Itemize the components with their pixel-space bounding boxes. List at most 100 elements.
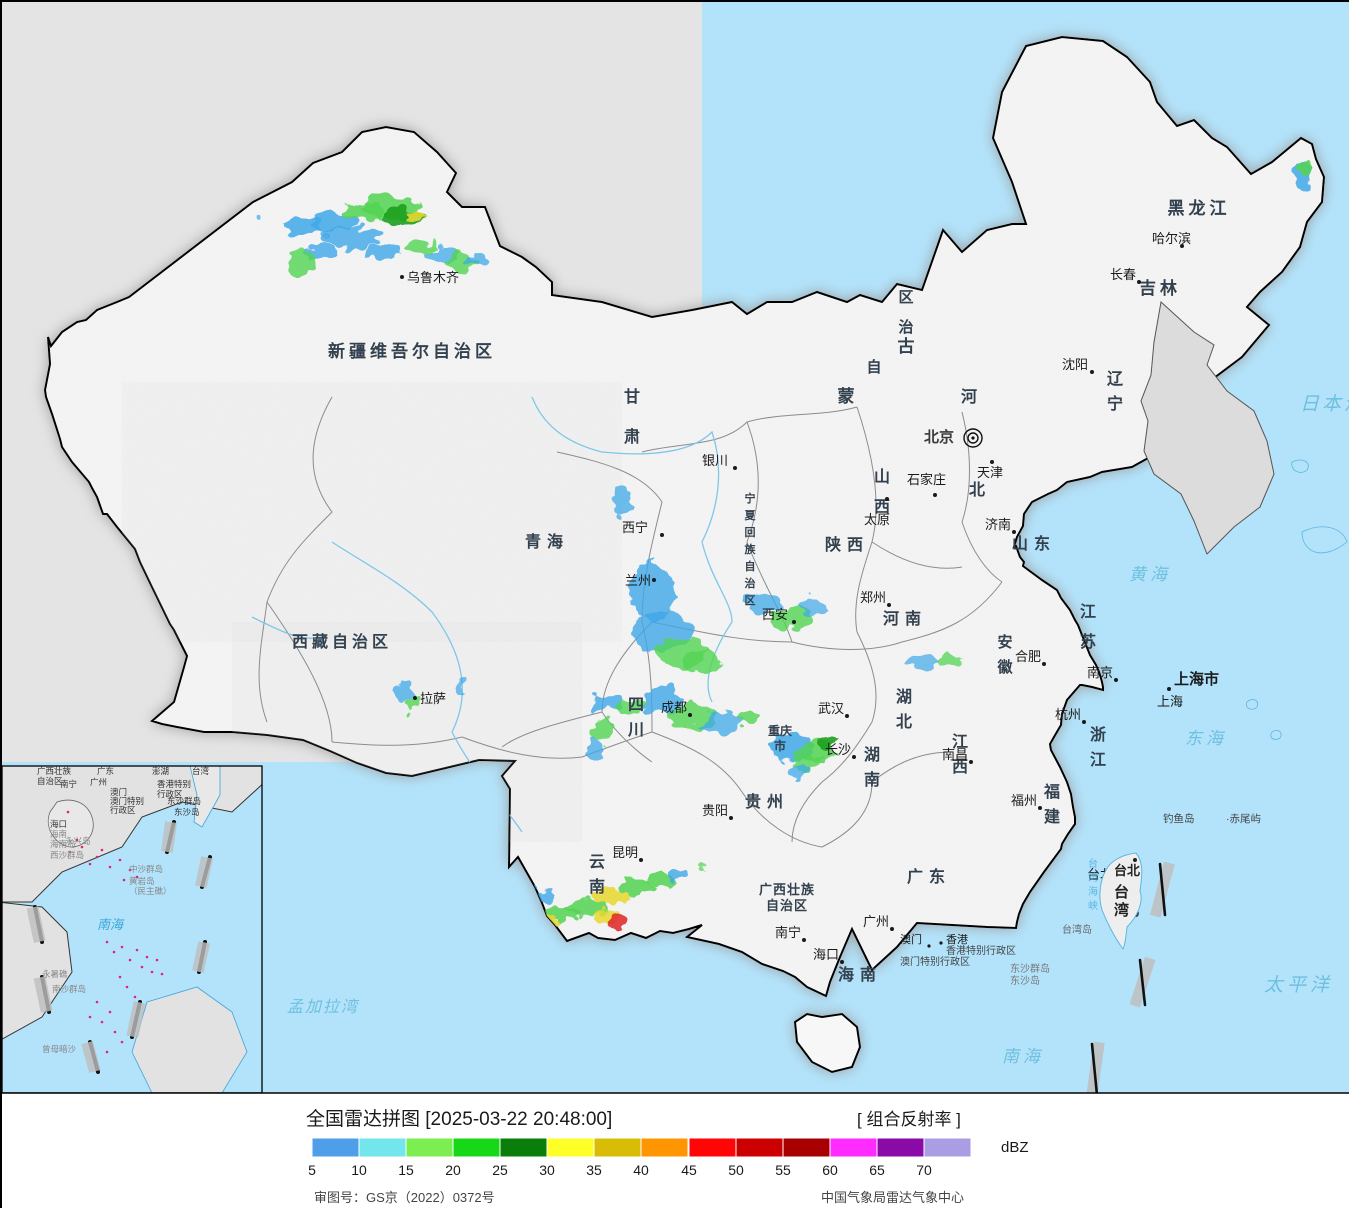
svg-text:重庆: 重庆 [768, 723, 792, 738]
svg-text:江: 江 [1080, 603, 1096, 621]
svg-text:永暑礁: 永暑礁 [42, 969, 68, 979]
svg-text:黑龙江: 黑龙江 [1168, 198, 1231, 218]
svg-text:宁: 宁 [1107, 394, 1123, 413]
svg-text:（民主礁）: （民主礁） [129, 886, 172, 896]
svg-text:黄海: 黄海 [1129, 565, 1171, 584]
svg-text:成都: 成都 [661, 700, 687, 715]
svg-text:广州: 广州 [863, 914, 889, 929]
svg-text:合肥: 合肥 [1015, 649, 1041, 664]
svg-text:广西壮族: 广西壮族 [759, 882, 815, 897]
svg-text:北: 北 [896, 713, 912, 731]
svg-text:夏: 夏 [745, 509, 757, 522]
svg-text:新疆维吾尔自治区: 新疆维吾尔自治区 [328, 341, 496, 361]
svg-text:dBZ: dBZ [1001, 1139, 1029, 1156]
svg-text:湾: 湾 [1088, 871, 1098, 884]
svg-text:峡: 峡 [1088, 899, 1098, 912]
svg-text:治: 治 [745, 576, 756, 590]
svg-text:武汉: 武汉 [818, 701, 844, 716]
svg-text:行政区: 行政区 [110, 805, 136, 815]
svg-text:45: 45 [681, 1162, 697, 1178]
svg-text:中国气象局雷达气象中心: 中国气象局雷达气象中心 [821, 1190, 964, 1205]
svg-text:黄岩岛: 黄岩岛 [129, 876, 155, 886]
svg-text:香港特别: 香港特别 [157, 779, 191, 789]
svg-text:苏: 苏 [1080, 632, 1096, 651]
svg-text:兰州: 兰州 [625, 573, 651, 588]
svg-text:日本海: 日本海 [1300, 394, 1349, 415]
svg-text:西藏自治区: 西藏自治区 [292, 632, 392, 651]
svg-text:上海市: 上海市 [1174, 670, 1219, 688]
svg-text:10: 10 [351, 1162, 367, 1178]
svg-text:台湾岛: 台湾岛 [1062, 923, 1092, 936]
svg-text:60: 60 [822, 1162, 838, 1178]
svg-text:市: 市 [774, 738, 786, 753]
svg-text:自: 自 [866, 358, 883, 376]
svg-text:川: 川 [627, 722, 644, 739]
svg-text:东沙群岛: 东沙群岛 [167, 796, 201, 806]
svg-text:江: 江 [1090, 751, 1106, 769]
svg-text:广东: 广东 [907, 867, 951, 886]
svg-text:海: 海 [1088, 885, 1098, 898]
svg-text:长沙: 长沙 [825, 742, 851, 757]
svg-text:孟加拉湾: 孟加拉湾 [287, 998, 360, 1016]
svg-text:西安: 西安 [762, 607, 788, 622]
svg-text:南沙群岛: 南沙群岛 [52, 984, 86, 994]
svg-text:东沙群岛: 东沙群岛 [1010, 962, 1050, 975]
svg-text:天津: 天津 [977, 465, 1003, 480]
svg-text:河: 河 [961, 387, 977, 406]
svg-text:钓鱼岛: 钓鱼岛 [1163, 812, 1195, 825]
svg-text:·赤尾屿: ·赤尾屿 [1226, 813, 1261, 825]
svg-text:徽: 徽 [996, 658, 1013, 676]
svg-text:浙: 浙 [1090, 725, 1106, 744]
svg-text:香港: 香港 [946, 933, 968, 946]
svg-text:曾母暗沙: 曾母暗沙 [42, 1044, 77, 1054]
svg-text:25: 25 [492, 1162, 508, 1178]
svg-text:东海: 东海 [1185, 729, 1227, 748]
svg-text:昆明: 昆明 [612, 845, 638, 860]
svg-text:南: 南 [864, 770, 880, 789]
svg-text:自治区: 自治区 [766, 898, 808, 913]
svg-text:15: 15 [398, 1162, 414, 1178]
svg-text:太原: 太原 [864, 512, 890, 527]
svg-text:区: 区 [745, 594, 756, 607]
svg-text:安: 安 [997, 633, 1012, 651]
svg-text:35: 35 [586, 1162, 602, 1178]
svg-text:郑州: 郑州 [860, 590, 886, 605]
svg-text:南京: 南京 [1087, 665, 1113, 680]
svg-text:40: 40 [633, 1162, 649, 1178]
svg-text:北: 北 [969, 481, 985, 499]
svg-text:西沙群岛: 西沙群岛 [50, 850, 84, 860]
svg-text:宁: 宁 [745, 491, 756, 505]
svg-text:永兴岛: 永兴岛 [65, 836, 91, 846]
svg-text:台: 台 [1114, 883, 1129, 901]
svg-text:西宁: 西宁 [622, 520, 648, 535]
svg-text:20: 20 [445, 1162, 461, 1178]
svg-text:北京: 北京 [924, 428, 954, 446]
svg-text:澳门特别行政区: 澳门特别行政区 [900, 955, 970, 968]
svg-text:石家庄: 石家庄 [907, 472, 946, 487]
svg-text:陕西: 陕西 [825, 535, 869, 554]
svg-text:30: 30 [539, 1162, 555, 1178]
svg-text:65: 65 [869, 1162, 885, 1178]
svg-text:南宁: 南宁 [775, 925, 801, 940]
svg-text:辽: 辽 [1107, 370, 1124, 388]
svg-text:全国雷达拼图 [2025-03-22 20:48:00]: 全国雷达拼图 [2025-03-22 20:48:00] [306, 1108, 612, 1130]
svg-text:审图号：GS京（2022）0372号: 审图号：GS京（2022）0372号 [314, 1190, 495, 1205]
svg-text:四: 四 [628, 697, 644, 714]
svg-text:台: 台 [1088, 857, 1098, 870]
svg-text:南海: 南海 [97, 917, 125, 932]
svg-text:长春: 长春 [1110, 267, 1136, 282]
svg-text:区: 区 [898, 289, 915, 306]
svg-text:湖: 湖 [864, 746, 880, 764]
svg-text:吉林: 吉林 [1139, 278, 1181, 298]
svg-text:河南: 河南 [883, 609, 927, 628]
svg-text:乌鲁木齐: 乌鲁木齐 [407, 270, 459, 285]
svg-text:50: 50 [728, 1162, 744, 1178]
svg-text:山东: 山东 [1012, 534, 1056, 553]
svg-text:云: 云 [589, 854, 605, 871]
svg-text:澎湖: 澎湖 [152, 766, 169, 776]
svg-text:蒙: 蒙 [838, 386, 857, 406]
svg-text:海口: 海口 [50, 819, 67, 829]
svg-text:澳门: 澳门 [900, 932, 922, 946]
svg-text:贵州: 贵州 [745, 792, 789, 811]
svg-text:南宁: 南宁 [60, 779, 77, 789]
